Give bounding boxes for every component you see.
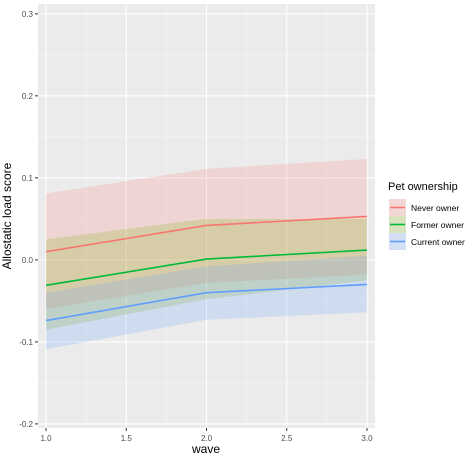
legend-label: Never owner bbox=[411, 203, 459, 213]
x-tick-label: 2.0 bbox=[201, 434, 213, 443]
legend-item: Never owner bbox=[389, 199, 459, 216]
series-lines bbox=[45, 215, 368, 322]
line-current-owner bbox=[45, 283, 368, 322]
y-axis-label: Allostatic load score bbox=[0, 162, 14, 269]
y-tick-label: 0.3 bbox=[22, 10, 34, 19]
y-axis: -0.2 -0.1 0.0 0.1 0.2 0.3 bbox=[19, 10, 38, 429]
x-axis: 1.0 1.5 2.0 2.5 3.0 bbox=[40, 428, 373, 443]
line-never-owner bbox=[45, 215, 368, 253]
legend-item: Current owner bbox=[389, 233, 465, 250]
legend: Pet ownership Never owner Former owner Cur… bbox=[388, 181, 465, 250]
y-tick-label: -0.1 bbox=[19, 338, 33, 347]
legend-label: Current owner bbox=[411, 237, 465, 247]
x-tick-label: 1.5 bbox=[121, 434, 133, 443]
band-current-owner bbox=[46, 255, 367, 350]
legend-title: Pet ownership bbox=[388, 181, 458, 193]
y-tick-label: 0.2 bbox=[22, 92, 34, 101]
x-tick-label: 1.0 bbox=[40, 434, 52, 443]
x-axis-label: wave bbox=[191, 442, 220, 456]
x-tick-label: 2.5 bbox=[281, 434, 293, 443]
y-tick-label: 0.1 bbox=[22, 174, 34, 183]
y-tick-label: -0.2 bbox=[19, 420, 33, 429]
y-tick-label: 0.0 bbox=[22, 256, 34, 265]
x-tick-label: 3.0 bbox=[361, 434, 373, 443]
legend-item: Former owner bbox=[389, 216, 464, 233]
line-former-owner bbox=[45, 249, 368, 287]
grid-major bbox=[38, 4, 375, 428]
legend-label: Former owner bbox=[411, 220, 464, 230]
band-former-owner bbox=[46, 218, 367, 330]
